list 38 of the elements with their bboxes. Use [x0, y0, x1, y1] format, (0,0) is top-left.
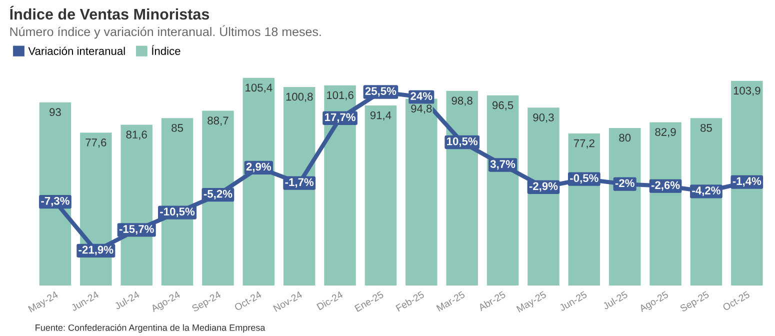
- bar: [161, 118, 194, 286]
- bar: [364, 105, 397, 286]
- data-label: 85: [700, 124, 712, 132]
- source-note: Fuente: Confederación Argentina de la Mediana Empresa: [36, 324, 266, 333]
- bar: [242, 78, 275, 286]
- data-label: 80: [619, 134, 631, 142]
- data-label: 96,5: [492, 101, 514, 110]
- data-label: 81,6: [126, 130, 147, 140]
- bar: [324, 85, 356, 286]
- data-label: 101,6: [326, 91, 354, 100]
- data-label: 98,8: [452, 96, 472, 106]
- bar: [690, 118, 722, 286]
- data-label: 105,4: [246, 84, 272, 93]
- chart-subtitle: Número índice y variación interanual. Últimos 18 meses.: [10, 25, 321, 39]
- data-label: 90,3: [533, 113, 554, 123]
- legend-label: Variación interanual: [28, 46, 125, 55]
- data-label: 85: [172, 124, 183, 132]
- data-label: 93: [50, 108, 61, 116]
- bar: [406, 98, 438, 286]
- bar: [39, 102, 72, 286]
- data-label: 94,8: [411, 104, 432, 114]
- bar: [120, 124, 152, 286]
- bar: [486, 95, 519, 286]
- bar: [731, 80, 763, 286]
- data-label: 91,4: [370, 111, 392, 121]
- data-label: 82,9: [655, 128, 676, 138]
- data-label: 88,7: [208, 116, 228, 126]
- bar: [608, 128, 641, 286]
- bar: [202, 110, 234, 286]
- bar: [528, 108, 560, 286]
- data-label: 103,9: [734, 86, 760, 96]
- data-label: 77,2: [574, 139, 594, 148]
- bar: [650, 122, 682, 286]
- data-label: 77,6: [86, 138, 106, 148]
- chart-title: Índice de Ventas Minoristas: [10, 6, 210, 20]
- data-label: 100,8: [286, 92, 313, 102]
- bar: [446, 90, 478, 286]
- legend-label: Índice: [152, 45, 180, 55]
